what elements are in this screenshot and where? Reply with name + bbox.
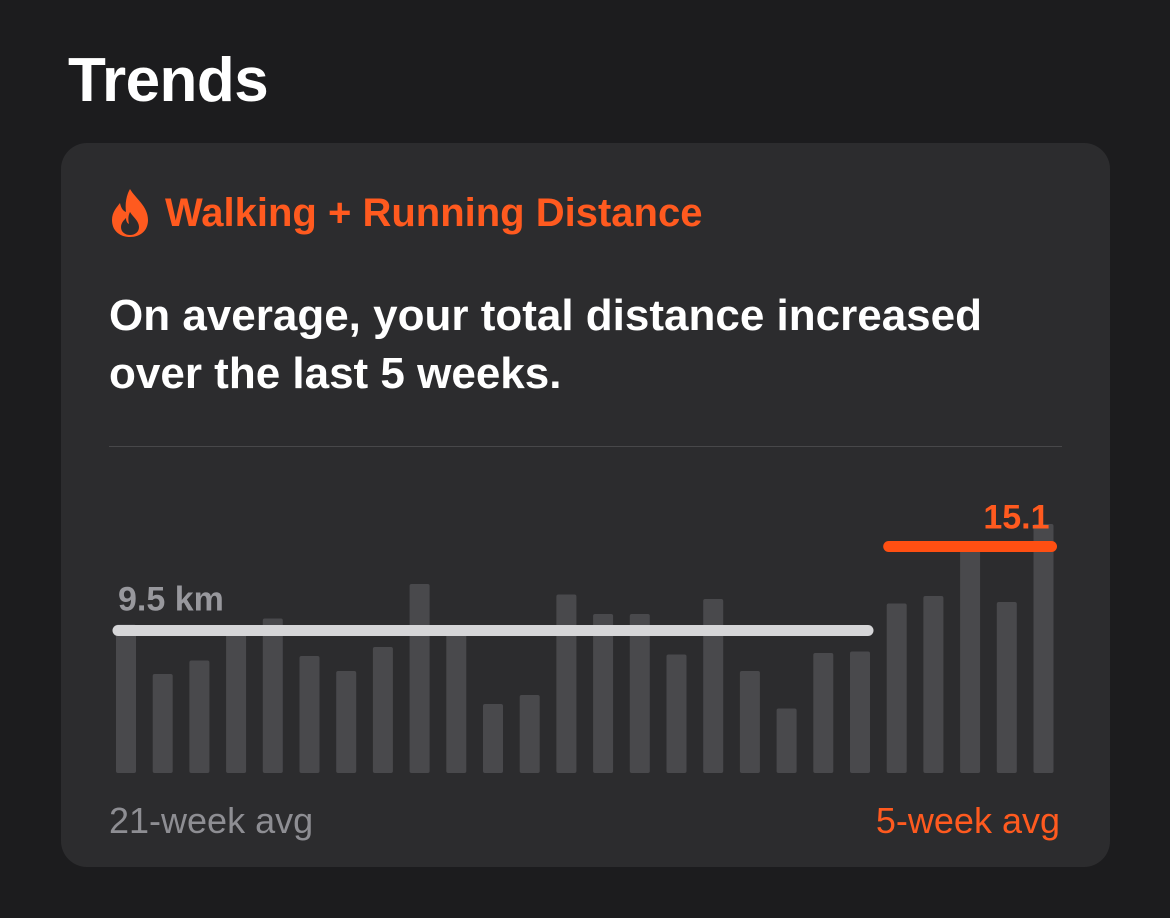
page-title: Trends (68, 46, 269, 115)
week-bar (483, 704, 503, 773)
week-bar (226, 627, 247, 773)
week-bar (703, 599, 724, 773)
trend-chart: 9.5 km 15.1 (112, 499, 1057, 773)
week-bar (262, 618, 283, 773)
week-bar (923, 596, 944, 773)
short-average-label: 15.1 (983, 499, 1049, 537)
bars-group (116, 524, 1054, 773)
week-bar (960, 542, 981, 773)
week-bar (886, 603, 907, 773)
week-bar (593, 614, 614, 773)
trend-summary: On average, your total distance increase… (109, 291, 982, 398)
week-bar (116, 624, 136, 773)
week-bar (850, 651, 870, 773)
divider (109, 446, 1062, 447)
week-bar (776, 708, 797, 773)
week-bar (629, 614, 650, 773)
week-bar (409, 584, 430, 773)
week-bar (666, 654, 687, 773)
week-bar (519, 695, 540, 773)
week-bar (372, 647, 393, 773)
week-bar (336, 671, 357, 773)
week-bar (1033, 524, 1054, 773)
long-average-label: 9.5 km (118, 581, 224, 619)
short-average-caption: 5-week avg (875, 800, 1060, 841)
week-bar (152, 674, 173, 773)
week-bar (813, 653, 834, 773)
week-bar (299, 656, 320, 773)
flame-icon (112, 189, 148, 237)
week-bar (189, 660, 210, 773)
card-title: Walking + Running Distance (165, 190, 703, 235)
week-bar (556, 594, 577, 773)
week-bar (739, 671, 760, 773)
week-bar (446, 629, 467, 773)
card-header: Walking + Running Distance (109, 185, 702, 241)
week-bar (996, 602, 1017, 773)
walking-running-distance-card[interactable]: Walking + Running Distance On average, y… (61, 143, 1110, 867)
long-average-caption: 21-week avg (109, 800, 314, 841)
